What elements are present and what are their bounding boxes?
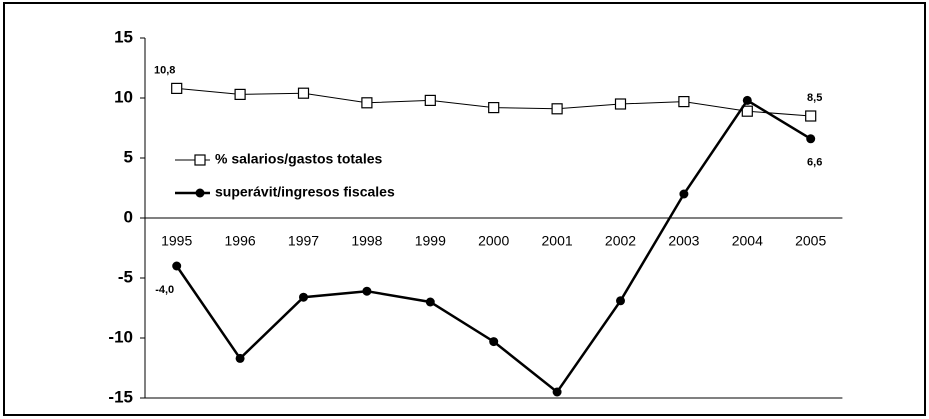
value-label: 8,5 — [807, 92, 822, 104]
x-tick-label: 1997 — [288, 233, 319, 249]
value-label: 6,6 — [807, 157, 822, 169]
point — [679, 189, 689, 199]
y-tick-label: 15 — [114, 27, 133, 46]
point — [171, 82, 183, 95]
point — [425, 297, 435, 307]
x-tick-label: 1996 — [225, 233, 256, 249]
point — [741, 105, 753, 117]
point — [489, 337, 499, 347]
frame — [3, 2, 926, 416]
x-tick-label: 2005 — [795, 233, 826, 249]
y-tick-label: -15 — [108, 387, 133, 406]
x-tick-label: 2002 — [605, 233, 636, 249]
x-tick-label: 2003 — [668, 233, 699, 249]
point — [678, 95, 690, 108]
x-tick-label: 2001 — [542, 233, 573, 249]
value-label: -4,0 — [155, 284, 174, 296]
point — [616, 296, 625, 306]
legend-label: % salarios/gastos totales — [215, 151, 383, 167]
point — [424, 94, 436, 107]
point — [806, 134, 816, 144]
point — [614, 98, 627, 110]
y-tick-label: 10 — [114, 87, 133, 106]
x-tick-label: 1995 — [161, 233, 192, 249]
y-tick-label: -5 — [118, 267, 133, 286]
point — [488, 101, 500, 114]
x-tick-label: 2000 — [478, 233, 509, 249]
x-tick-label: 1999 — [415, 233, 446, 249]
legend-marker — [195, 188, 205, 198]
legend-marker — [194, 154, 206, 166]
x-tick-label: 2004 — [732, 233, 763, 249]
value-label: 10,8 — [154, 64, 175, 76]
point — [172, 261, 182, 271]
y-tick-label: -10 — [108, 327, 133, 346]
point — [234, 88, 246, 101]
y-tick-label: 5 — [124, 147, 133, 166]
point — [361, 97, 373, 109]
point — [552, 387, 562, 397]
y-tick-label: 0 — [124, 207, 133, 226]
point — [551, 103, 563, 115]
point — [235, 353, 245, 363]
x-tick-label: 1998 — [351, 233, 382, 249]
point — [299, 292, 308, 302]
point — [742, 95, 752, 105]
point — [362, 286, 372, 296]
legend-label: superávit/ingresos fiscales — [215, 184, 395, 200]
point — [805, 110, 817, 122]
point — [297, 87, 310, 99]
